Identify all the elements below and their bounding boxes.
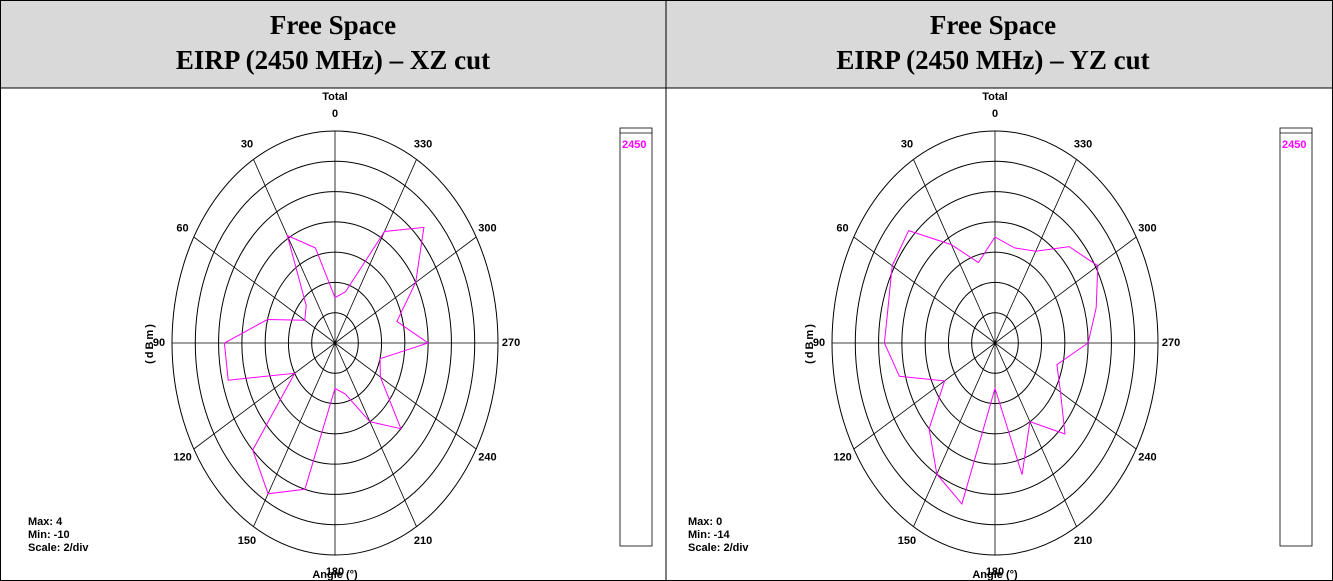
angle-tick-label: 90 <box>813 337 825 349</box>
grid-spoke <box>853 342 996 450</box>
pattern-line <box>223 226 430 495</box>
grid-spoke <box>334 342 477 450</box>
angle-tick-label: 180 <box>326 566 344 578</box>
angle-tick-label: 0 <box>332 108 338 120</box>
x-axis-label: Angle (°) <box>312 569 358 581</box>
angle-tick-label: 330 <box>1074 139 1092 151</box>
angle-tick-label: 330 <box>414 139 432 151</box>
chart-title: Total <box>982 91 1007 103</box>
grid-spoke <box>193 236 336 344</box>
chart-title: Total <box>322 91 347 103</box>
angle-tick-label: 60 <box>176 222 188 234</box>
note: Min: -10 <box>28 529 70 541</box>
grid-spoke <box>994 342 1137 450</box>
grid-spoke <box>994 342 1077 527</box>
grid-spoke <box>913 159 996 344</box>
legend-label: 2450 <box>622 139 646 151</box>
note: Scale: 2/div <box>28 542 89 554</box>
grid-spoke <box>334 236 477 344</box>
angle-tick-label: 300 <box>478 222 496 234</box>
angle-tick-label: 270 <box>1162 337 1180 349</box>
angle-tick-label: 210 <box>1074 535 1092 547</box>
y-axis-label: (dBm) <box>804 322 816 364</box>
heading: Free Space <box>930 10 1056 40</box>
grid-spoke <box>253 159 336 344</box>
legend-box <box>619 127 653 547</box>
angle-tick-label: 300 <box>1138 222 1156 234</box>
heading: EIRP (2450 MHz) – XZ cut <box>176 45 490 75</box>
angle-tick-label: 240 <box>478 451 496 463</box>
grid-spoke <box>853 236 996 344</box>
angle-tick-label: 0 <box>992 108 998 120</box>
angle-tick-label: 120 <box>173 451 191 463</box>
angle-tick-label: 60 <box>836 222 848 234</box>
legend-label: 2450 <box>1282 139 1306 151</box>
heading: Free Space <box>270 10 396 40</box>
grid-spoke <box>994 236 1137 344</box>
pattern-line <box>883 229 1099 505</box>
note: Scale: 2/div <box>688 542 749 554</box>
angle-tick-label: 150 <box>238 535 256 547</box>
angle-tick-label: 210 <box>414 535 432 547</box>
note: Min: -14 <box>688 529 730 541</box>
angle-tick-label: 90 <box>153 337 165 349</box>
note: Max: 0 <box>688 516 722 528</box>
grid-spoke <box>334 342 417 527</box>
grid-spoke <box>913 342 996 527</box>
heading: EIRP (2450 MHz) – YZ cut <box>836 45 1149 75</box>
angle-tick-label: 270 <box>502 337 520 349</box>
angle-tick-label: 30 <box>241 139 253 151</box>
legend-box <box>1279 127 1313 547</box>
angle-tick-label: 150 <box>898 535 916 547</box>
y-axis-label: (dBm) <box>144 322 156 364</box>
note: Max: 4 <box>28 516 63 528</box>
grid-spoke <box>253 342 336 527</box>
angle-tick-label: 120 <box>833 451 851 463</box>
x-axis-label: Angle (°) <box>972 569 1018 581</box>
grid-spoke <box>334 159 417 344</box>
angle-tick-label: 30 <box>901 139 913 151</box>
grid-spoke <box>193 342 336 450</box>
angle-tick-label: 240 <box>1138 451 1156 463</box>
angle-tick-label: 180 <box>986 566 1004 578</box>
